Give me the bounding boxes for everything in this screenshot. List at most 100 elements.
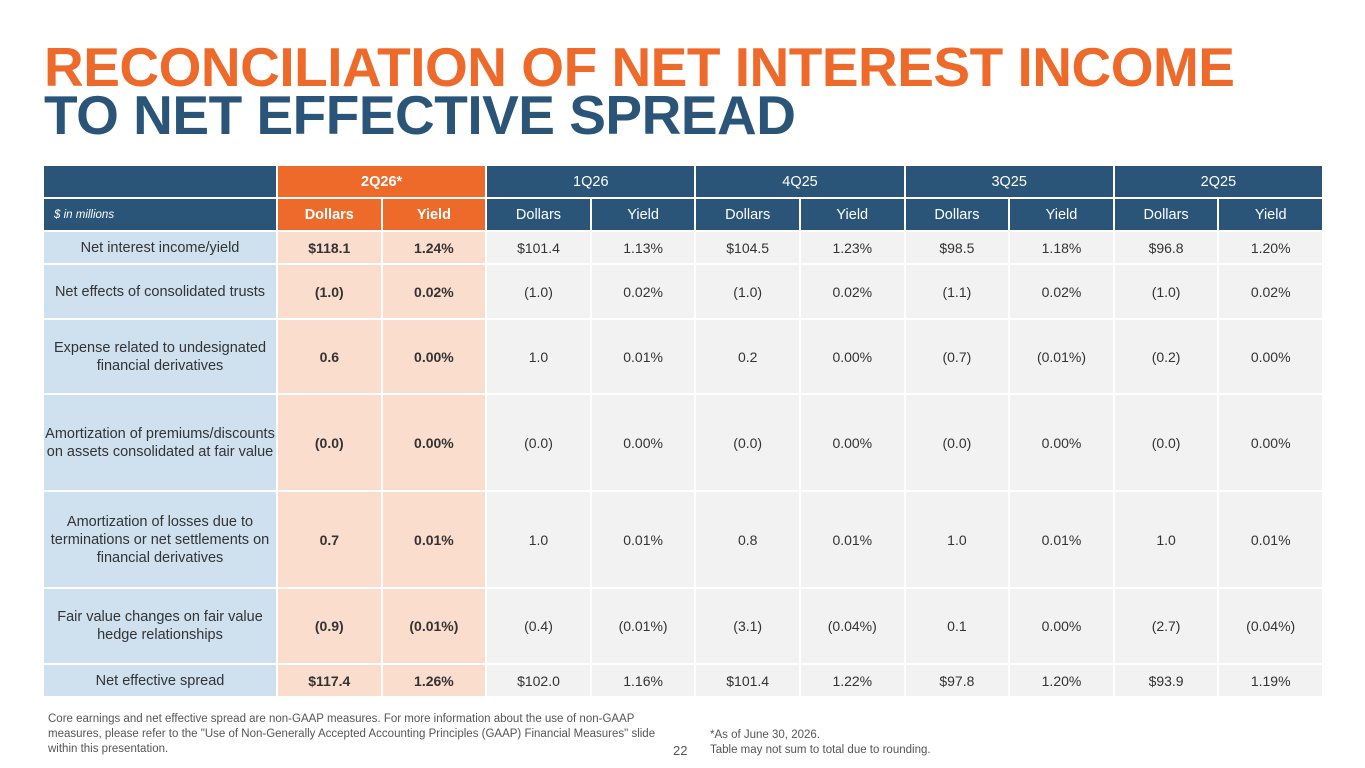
cell-value: $118.1 [276,230,383,265]
subheader-yield: Yield [589,197,697,232]
cell-value: 1.0 [1112,490,1220,589]
row-label: Amortization of losses due to terminatio… [42,490,278,589]
subheader-yield: Yield [380,197,488,232]
cell-value: 0.00% [798,393,906,492]
cell-value: 0.1 [903,587,1011,665]
cell-value: 0.02% [380,263,488,320]
cell-value: (0.04%) [1217,587,1324,665]
row-label: Expense related to undesignated financia… [42,318,278,395]
page-title-line-2: TO NET EFFECTIVE SPREAD [44,84,796,146]
table-footnote: *As of June 30, 2026. Table may not sum … [710,728,931,758]
subheader-dollars: Dollars [694,197,801,232]
page-number: 22 [673,743,688,758]
non-gaap-footnote: Core earnings and net effective spread a… [48,713,656,755]
cell-value: 1.0 [485,318,592,395]
cell-value: $117.4 [276,663,383,698]
cell-value: 0.7 [276,490,383,589]
row-label: Net interest income/yield [42,230,278,265]
cell-value: $98.5 [903,230,1011,265]
cell-value: 0.02% [1008,263,1115,320]
cell-value: (0.9) [276,587,383,665]
cell-value: 1.0 [903,490,1011,589]
cell-value: 0.00% [1217,393,1324,492]
as-of-date-note: *As of June 30, 2026. [710,729,820,741]
cell-value: 0.00% [380,393,488,492]
subheader-yield: Yield [798,197,906,232]
cell-value: $101.4 [485,230,592,265]
cell-value: (1.1) [903,263,1011,320]
cell-value: $102.0 [485,663,592,698]
cell-value: 0.8 [694,490,801,589]
cell-value: (3.1) [694,587,801,665]
cell-value: 0.00% [1217,318,1324,395]
cell-value: 0.01% [589,318,697,395]
cell-value: 0.01% [1217,490,1324,589]
table-row: Fair value changes on fair value hedge r… [42,587,1324,665]
cell-value: $101.4 [694,663,801,698]
cell-value: (0.0) [903,393,1011,492]
table-row: Expense related to undesignated financia… [42,318,1324,395]
row-label: Net effects of consolidated trusts [42,263,278,320]
cell-value: 1.20% [1217,230,1324,265]
subheader-yield: Yield [1008,197,1115,232]
subheader-yield: Yield [1217,197,1324,232]
cell-value: $96.8 [1112,230,1220,265]
cell-value: 0.00% [380,318,488,395]
cell-value: (0.0) [1112,393,1220,492]
table-row: Net effects of consolidated trusts (1.0)… [42,263,1324,320]
row-label: Net effective spread [42,663,278,698]
cell-value: 0.01% [1008,490,1115,589]
cell-value: 0.6 [276,318,383,395]
table-row: Net interest income/yield $118.1 1.24% $… [42,230,1324,265]
cell-value: 0.02% [589,263,697,320]
table-row: Net effective spread $117.4 1.26% $102.0… [42,663,1324,698]
subheader-dollars: Dollars [276,197,383,232]
cell-value: 1.26% [380,663,488,698]
subheader-dollars: Dollars [1112,197,1220,232]
period-header-2q26: 2Q26* [275,164,488,199]
cell-value: 0.01% [589,490,697,589]
cell-value: (0.01%) [589,587,697,665]
cell-value: (0.7) [903,318,1011,395]
unit-label: $ in millions [42,197,278,232]
cell-value: (0.01%) [380,587,488,665]
cell-value: 0.00% [589,393,697,492]
cell-value: 1.24% [380,230,488,265]
period-header-3q25: 3Q25 [903,164,1115,199]
cell-value: (0.4) [485,587,592,665]
cell-value: $97.8 [903,663,1011,698]
cell-value: 1.22% [798,663,906,698]
cell-value: 1.0 [485,490,592,589]
cell-value: (2.7) [1112,587,1220,665]
cell-value: (0.0) [694,393,801,492]
cell-value: $104.5 [694,230,801,265]
cell-value: (0.0) [485,393,592,492]
cell-value: 0.01% [380,490,488,589]
cell-value: (1.0) [276,263,383,320]
cell-value: $93.9 [1112,663,1220,698]
period-header-1q26: 1Q26 [485,164,697,199]
subheader-row: $ in millions Dollars Yield Dollars Yiel… [42,197,1324,232]
cell-value: 1.13% [589,230,697,265]
period-header-row: 2Q26* 1Q26 4Q25 3Q25 2Q25 [42,164,1325,199]
row-label: Fair value changes on fair value hedge r… [42,587,278,665]
cell-value: 0.00% [798,318,906,395]
subheader-dollars: Dollars [903,197,1011,232]
reconciliation-table: 2Q26* 1Q26 4Q25 3Q25 2Q25 $ in millions … [42,164,1325,698]
cell-value: 0.02% [798,263,906,320]
cell-value: (0.2) [1112,318,1220,395]
cell-value: 1.16% [589,663,697,698]
cell-value: (1.0) [485,263,592,320]
cell-value: 1.23% [798,230,906,265]
cell-value: (0.0) [276,393,383,492]
header-blank [42,164,278,199]
cell-value: 1.19% [1217,663,1324,698]
period-header-2q25: 2Q25 [1112,164,1325,199]
cell-value: 1.18% [1008,230,1115,265]
cell-value: 0.00% [1008,393,1115,492]
row-label: Amortization of premiums/discounts on as… [42,393,278,492]
cell-value: 0.2 [694,318,801,395]
period-header-4q25: 4Q25 [694,164,906,199]
cell-value: (1.0) [1112,263,1220,320]
cell-value: (1.0) [694,263,801,320]
